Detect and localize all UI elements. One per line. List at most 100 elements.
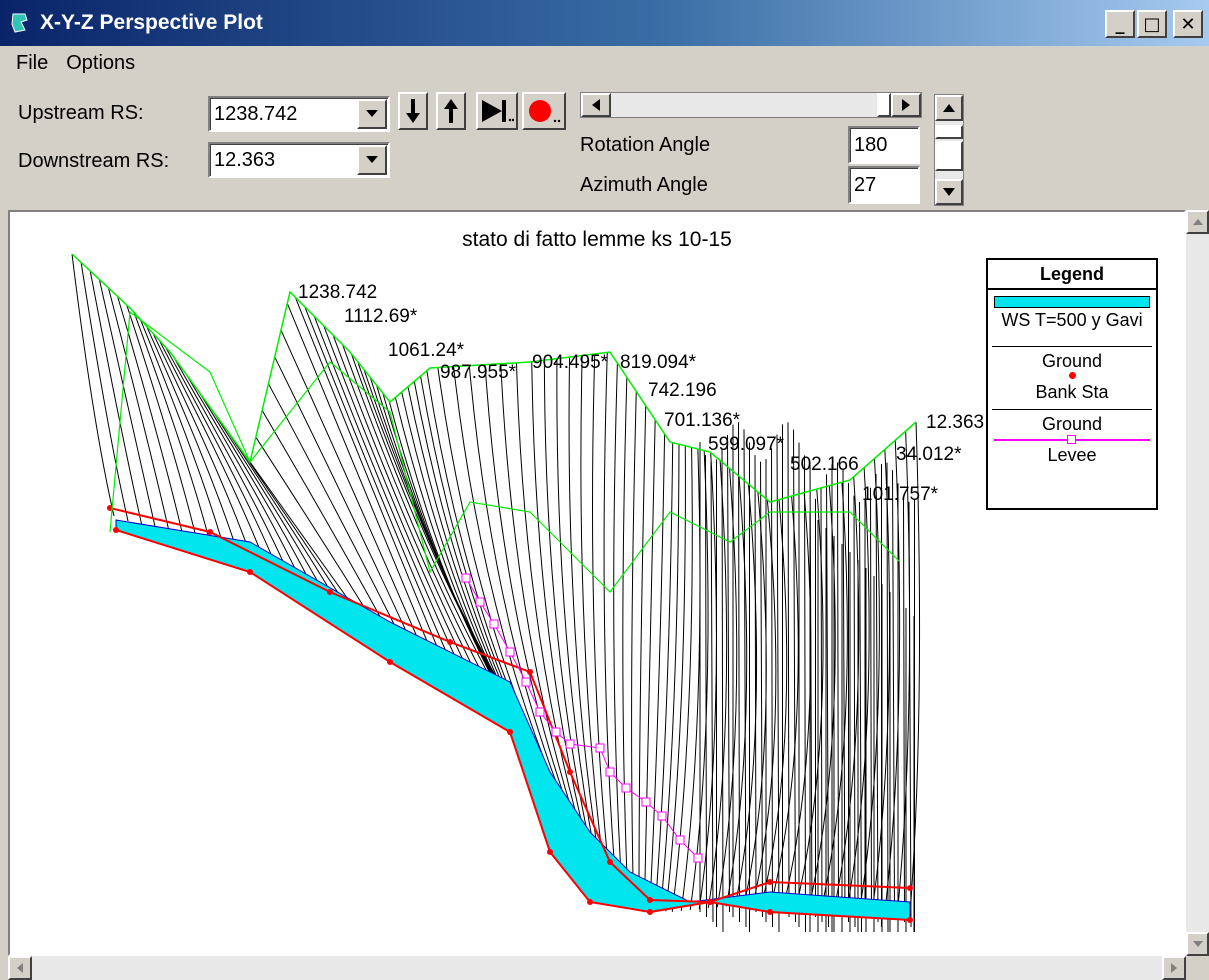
ground-section-line bbox=[783, 492, 812, 904]
plot-area[interactable]: stato di fatto lemme ks 10-15 1238.742 11… bbox=[8, 210, 1186, 956]
ground-section-line bbox=[139, 319, 227, 557]
bank-station-marker bbox=[767, 909, 773, 915]
upstream-dropdown-button[interactable] bbox=[357, 99, 387, 129]
upstream-label: Upstream RS: bbox=[18, 102, 144, 124]
ground-section-line bbox=[543, 360, 598, 877]
upstream-value: 1238.742 bbox=[214, 102, 298, 125]
plot-horizontal-scrollbar[interactable] bbox=[8, 956, 1186, 980]
bank-station-marker bbox=[587, 899, 593, 905]
bank-station-marker bbox=[547, 849, 553, 855]
ground-sections bbox=[71, 253, 921, 933]
ground-section-line bbox=[743, 491, 767, 905]
move-up-button[interactable] bbox=[436, 92, 466, 130]
ground-section-line bbox=[603, 352, 618, 904]
ground-vertical-line bbox=[870, 487, 872, 918]
levee-marker bbox=[461, 573, 471, 583]
menu-options[interactable]: Options bbox=[66, 52, 136, 74]
azimuth-angle-input[interactable]: 27 bbox=[848, 166, 920, 204]
ground-section-line bbox=[580, 355, 609, 898]
rotation-angle-input[interactable]: 180 bbox=[848, 126, 920, 164]
bank-station-marker bbox=[907, 917, 913, 923]
scroll-left-button[interactable] bbox=[581, 93, 611, 117]
ground-section-line bbox=[761, 499, 788, 903]
ground-vertical-line bbox=[721, 448, 724, 933]
ground-vertical-line bbox=[776, 434, 780, 933]
legend-ws-swatch bbox=[994, 296, 1150, 308]
ground-section-line bbox=[808, 485, 836, 906]
ground-section-line bbox=[516, 362, 591, 862]
levee-marker bbox=[475, 597, 485, 607]
downstream-dropdown-button[interactable] bbox=[357, 145, 387, 175]
ground-vertical-line bbox=[804, 455, 806, 933]
ground-section-line bbox=[622, 377, 629, 906]
ground-vertical-line bbox=[743, 429, 747, 928]
legend-title: Legend bbox=[988, 260, 1156, 290]
menu-bar: File Options bbox=[0, 48, 145, 80]
ground-vertical-line bbox=[820, 488, 823, 923]
station-label: 742.196 bbox=[648, 380, 717, 401]
ground-section-line bbox=[707, 460, 728, 909]
maximize-icon: □ bbox=[1143, 13, 1161, 35]
window-title: X-Y-Z Perspective Plot bbox=[40, 11, 263, 34]
play-button[interactable] bbox=[476, 92, 518, 130]
plot-scroll-down-button[interactable] bbox=[1186, 932, 1209, 956]
ground-section-line bbox=[592, 353, 613, 903]
move-down-button[interactable] bbox=[398, 92, 428, 130]
ground-section-line bbox=[821, 482, 848, 907]
station-label: 599.097* bbox=[708, 434, 785, 455]
ground-section-line bbox=[531, 361, 594, 869]
levee-marker bbox=[693, 853, 703, 863]
ground-vertical-line bbox=[875, 474, 879, 923]
rotation-scroll-thumb[interactable] bbox=[877, 93, 891, 117]
ground-section-line bbox=[654, 442, 674, 910]
bank-station-marker bbox=[327, 589, 333, 595]
chevron-down-icon bbox=[366, 156, 378, 163]
bank-station-marker bbox=[767, 879, 773, 885]
ground-vertical-line bbox=[710, 461, 714, 923]
ground-vertical-line bbox=[886, 462, 889, 933]
azimuth-angle-label: Azimuth Angle bbox=[580, 174, 708, 196]
scroll-up-button[interactable] bbox=[935, 95, 963, 121]
legend-levee-label: Levee bbox=[1047, 445, 1097, 465]
ground-section-line bbox=[859, 458, 880, 910]
bank-station-marker bbox=[507, 729, 513, 735]
menu-file[interactable]: File bbox=[16, 52, 49, 74]
levee-marker bbox=[621, 783, 631, 793]
bank-station-marker bbox=[567, 769, 573, 775]
record-button[interactable] bbox=[522, 92, 566, 130]
station-label: 1061.24* bbox=[388, 340, 465, 361]
maximize-button[interactable]: □ bbox=[1137, 10, 1167, 38]
close-button[interactable]: ✕ bbox=[1173, 10, 1203, 38]
water-surface bbox=[115, 519, 911, 921]
ground-vertical-line bbox=[826, 474, 829, 928]
ground-section-line bbox=[294, 297, 451, 680]
ground-vertical-line bbox=[754, 455, 757, 913]
minimize-button[interactable]: _ bbox=[1105, 10, 1135, 38]
levee-marker bbox=[605, 767, 615, 777]
downstream-select[interactable]: 12.363 bbox=[208, 142, 390, 178]
ground-section-line bbox=[89, 270, 143, 527]
plot-scroll-up-button[interactable] bbox=[1186, 210, 1209, 234]
ground-section-line bbox=[304, 306, 462, 687]
upstream-select[interactable]: 1238.742 bbox=[208, 96, 390, 132]
ground-section-line bbox=[896, 431, 911, 913]
ground-vertical-line bbox=[837, 462, 839, 913]
plot-vertical-scrollbar[interactable] bbox=[1186, 210, 1209, 956]
top-profile-line bbox=[71, 253, 917, 503]
ground-vertical-line bbox=[760, 461, 763, 918]
scroll-right-button[interactable] bbox=[891, 93, 921, 117]
ground-vertical-line bbox=[771, 448, 773, 928]
station-label: 502.166 bbox=[790, 454, 859, 475]
azimuth-scrollbar[interactable] bbox=[934, 94, 964, 206]
rotation-scrollbar[interactable] bbox=[580, 92, 922, 118]
ground-section-line bbox=[413, 381, 562, 803]
azimuth-scroll-thumb[interactable] bbox=[935, 125, 963, 139]
plot-scroll-right-button[interactable] bbox=[1162, 956, 1186, 980]
minimize-icon: _ bbox=[1115, 13, 1125, 35]
plot-scroll-left-button[interactable] bbox=[8, 956, 32, 980]
levee-marker bbox=[565, 739, 575, 749]
ground-vertical-line bbox=[842, 469, 846, 918]
station-label: 819.094* bbox=[620, 352, 697, 373]
station-label: 1238.742 bbox=[298, 282, 377, 303]
scroll-down-button[interactable] bbox=[935, 179, 963, 205]
